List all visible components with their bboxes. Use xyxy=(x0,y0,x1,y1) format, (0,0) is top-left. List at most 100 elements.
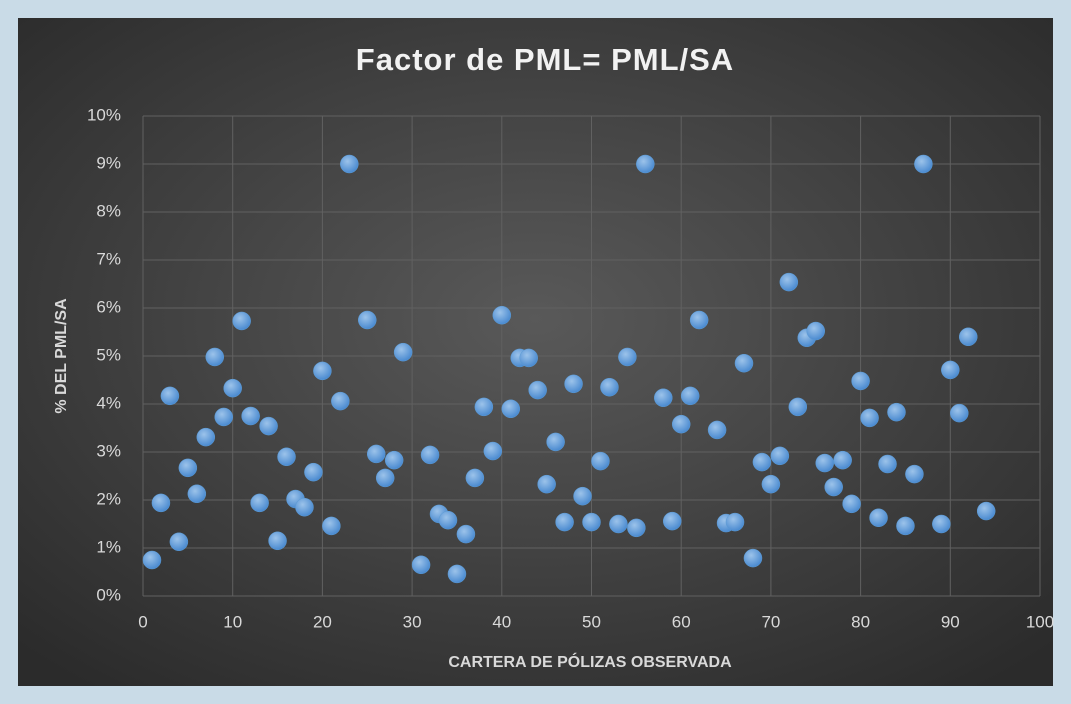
point xyxy=(340,154,359,174)
x-tick-label: 100 xyxy=(1026,612,1054,631)
x-tick-label: 60 xyxy=(672,612,691,631)
point xyxy=(169,532,189,552)
x-tick-label: 40 xyxy=(492,612,511,631)
y-tick-label: 6% xyxy=(96,297,121,316)
y-tick-label: 7% xyxy=(96,249,121,268)
point xyxy=(591,451,610,471)
x-axis-label: CARTERA DE PÓLIZAS OBSERVADA xyxy=(448,652,732,671)
point xyxy=(205,347,225,367)
x-tick-label: 90 xyxy=(941,612,960,631)
point xyxy=(654,388,673,408)
point xyxy=(662,511,682,531)
point xyxy=(824,477,843,497)
point xyxy=(528,380,547,400)
point xyxy=(447,564,467,584)
point xyxy=(689,310,709,330)
point xyxy=(232,311,251,331)
point xyxy=(178,458,198,478)
point xyxy=(761,474,781,494)
point xyxy=(358,310,377,330)
y-tick-label: 5% xyxy=(96,345,121,364)
point xyxy=(896,516,915,536)
point xyxy=(223,378,242,398)
point xyxy=(492,305,512,325)
y-tick-label: 0% xyxy=(96,585,121,604)
point xyxy=(851,371,870,391)
point xyxy=(869,508,888,528)
point xyxy=(295,497,314,517)
y-tick-label: 3% xyxy=(96,441,121,460)
point xyxy=(438,510,458,530)
x-tick-label: 0 xyxy=(138,612,147,631)
point xyxy=(465,468,485,488)
point xyxy=(725,512,745,532)
point xyxy=(860,408,879,428)
y-axis-label: % DEL PML/SA xyxy=(53,298,70,414)
point xyxy=(680,386,700,406)
point xyxy=(573,486,592,506)
x-tick-label: 10 xyxy=(223,612,242,631)
y-tick-label: 10% xyxy=(87,105,121,124)
point xyxy=(474,397,494,417)
x-tick-label: 20 xyxy=(313,612,332,631)
point xyxy=(250,493,269,513)
point xyxy=(842,494,861,514)
point xyxy=(806,321,825,341)
y-tick-label: 1% xyxy=(96,537,121,556)
point xyxy=(393,342,413,362)
x-tick-label: 50 xyxy=(582,612,601,631)
point xyxy=(582,512,601,532)
point xyxy=(958,327,978,347)
point xyxy=(815,453,834,473)
x-tick-label: 70 xyxy=(761,612,780,631)
point xyxy=(142,550,162,570)
point xyxy=(609,514,628,534)
point xyxy=(932,514,951,534)
point xyxy=(833,450,852,470)
point xyxy=(375,468,395,488)
point xyxy=(411,555,431,575)
point xyxy=(600,377,619,397)
point xyxy=(564,374,583,394)
point xyxy=(905,464,924,484)
y-tick-label: 8% xyxy=(96,201,121,220)
point xyxy=(537,474,556,494)
point xyxy=(151,493,171,513)
point xyxy=(618,347,637,367)
point xyxy=(555,512,574,532)
point xyxy=(241,406,260,426)
point xyxy=(707,420,727,440)
x-tick-label: 80 xyxy=(851,612,870,631)
point xyxy=(770,446,790,466)
point xyxy=(196,427,216,447)
y-tick-label: 2% xyxy=(96,489,121,508)
point xyxy=(627,518,646,538)
point xyxy=(160,386,180,406)
point xyxy=(887,402,906,422)
y-tick-label: 9% xyxy=(96,153,121,172)
point xyxy=(734,353,754,373)
point xyxy=(519,348,538,368)
point xyxy=(941,360,960,380)
point xyxy=(268,531,287,551)
point xyxy=(743,548,763,568)
point xyxy=(636,154,655,174)
point xyxy=(322,516,341,536)
point xyxy=(788,397,808,417)
point xyxy=(420,445,440,465)
x-tick-label: 30 xyxy=(403,612,422,631)
point xyxy=(671,414,691,434)
point xyxy=(456,524,476,544)
chart-title: Factor de PML= PML/SA xyxy=(356,42,734,77)
point xyxy=(483,441,503,461)
point xyxy=(259,416,278,436)
point xyxy=(384,450,404,470)
point xyxy=(976,501,996,521)
point xyxy=(950,403,969,423)
point xyxy=(546,432,565,452)
point xyxy=(878,454,897,474)
point xyxy=(187,484,207,504)
point xyxy=(304,462,323,482)
